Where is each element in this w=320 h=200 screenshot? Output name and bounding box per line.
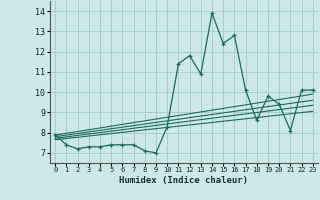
- X-axis label: Humidex (Indice chaleur): Humidex (Indice chaleur): [119, 176, 249, 185]
